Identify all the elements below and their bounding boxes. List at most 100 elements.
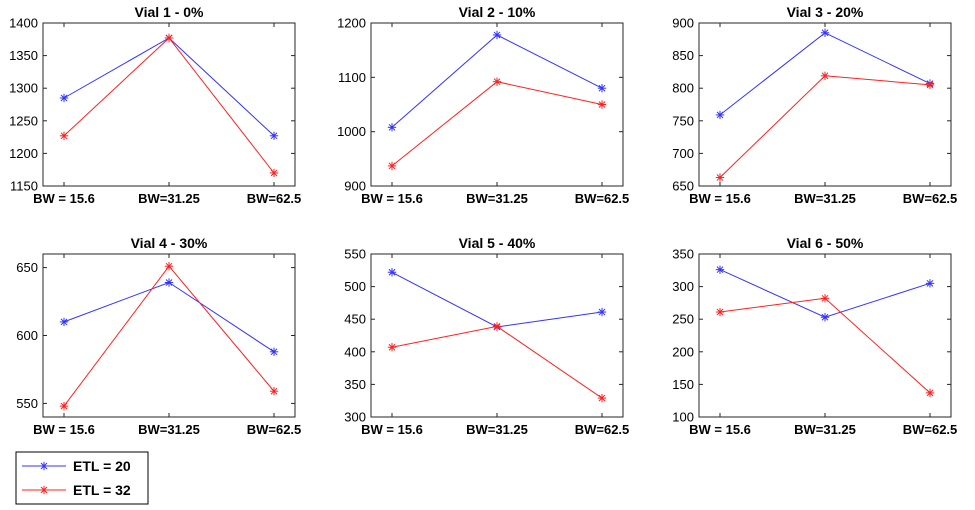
y-tick-label: 500: [344, 279, 366, 294]
x-tick-label: BW = 15.6: [361, 422, 423, 437]
data-point-etl32: [597, 393, 607, 403]
data-point-etl20: [59, 93, 69, 103]
legend-box: [15, 451, 149, 505]
panel-title: Vial 1 - 0%: [134, 4, 204, 20]
panel-title: Vial 6 - 50%: [787, 235, 864, 251]
x-tick-label: BW=31.25: [466, 191, 528, 206]
y-tick-label: 1250: [9, 113, 38, 128]
panel-vial-6: Vial 6 - 50% 100 150 200 250 300 350 BW = 15.6 B…: [672, 235, 957, 437]
y-tick-label: 100: [672, 410, 694, 425]
y-tick-label: 1400: [9, 16, 38, 31]
data-point-etl32: [269, 168, 279, 178]
panel-title: Vial 5 - 40%: [459, 235, 536, 251]
x-tick-label: BW=62.5: [247, 191, 302, 206]
y-tick-label: 200: [672, 344, 694, 359]
y-tick-label: 900: [672, 16, 694, 31]
axes-box: [370, 22, 624, 187]
data-point-etl32: [59, 131, 69, 140]
y-tick-label: 1000: [337, 124, 366, 139]
data-point-etl20: [387, 123, 397, 132]
data-point-etl20: [59, 317, 69, 327]
y-tick-label: 550: [344, 247, 366, 262]
data-point-etl20: [820, 28, 830, 37]
data-point-etl32: [925, 80, 935, 90]
x-tick-label: BW=62.5: [247, 422, 302, 437]
x-tick-label: BW=62.5: [903, 191, 958, 206]
y-tick-label: 1300: [9, 81, 38, 96]
panel-vial-2: Vial 2 - 10% 900 1000 1100 1200 BW = 15.6 BW=3…: [337, 4, 629, 206]
data-point-etl32: [387, 343, 397, 352]
data-point-etl32: [820, 294, 830, 303]
data-point-etl20: [715, 110, 725, 120]
x-tick-label: BW=31.25: [138, 191, 200, 206]
legend-marker-etl20: [39, 461, 49, 471]
x-tick-label: BW = 15.6: [33, 422, 95, 437]
x-tick-label: BW=62.5: [575, 191, 630, 206]
legend-label-etl32: ETL = 32: [73, 482, 131, 498]
y-tick-label: 300: [672, 279, 694, 294]
data-point-etl20: [492, 30, 502, 40]
data-point-etl20: [387, 268, 397, 277]
y-tick-label: 600: [16, 328, 38, 343]
axes-box: [698, 22, 952, 187]
y-tick-label: 1200: [9, 146, 38, 161]
data-point-etl32: [715, 307, 725, 317]
panel-title: Vial 4 - 30%: [131, 235, 208, 251]
y-tick-label: 850: [672, 48, 694, 63]
x-tick-label: BW=31.25: [138, 422, 200, 437]
data-point-etl32: [492, 322, 502, 331]
legend-label-etl20: ETL = 20: [73, 458, 131, 474]
panel-vial-4: Vial 4 - 30% 550 600 650 BW = 15.6 BW=31.25 BW…: [16, 235, 301, 437]
data-point-etl32: [269, 386, 279, 396]
x-tick-label: BW = 15.6: [33, 191, 95, 206]
data-point-etl32: [164, 33, 174, 43]
y-tick-label: 550: [16, 396, 38, 411]
y-tick-label: 800: [672, 81, 694, 96]
data-point-etl20: [269, 131, 279, 140]
data-point-etl20: [597, 307, 607, 317]
legend: ETL = 20 ETL = 32: [15, 451, 149, 505]
data-point-etl32: [715, 173, 725, 182]
y-tick-label: 1200: [337, 16, 366, 31]
data-point-etl20: [925, 279, 935, 288]
x-tick-label: BW = 15.6: [361, 191, 423, 206]
legend-star-etl20: [39, 461, 49, 471]
axes-box: [42, 22, 296, 187]
data-point-etl32: [820, 71, 830, 81]
data-point-etl20: [715, 265, 725, 274]
x-tick-label: BW = 15.6: [689, 191, 751, 206]
y-tick-label: 900: [344, 179, 366, 194]
y-tick-label: 700: [672, 146, 694, 161]
panel-title: Vial 3 - 20%: [787, 4, 864, 20]
panel-vial-3: Vial 3 - 20% 650 700 750 800 850 900 BW = 15.6 B…: [672, 4, 957, 206]
axes-box: [370, 253, 624, 418]
y-tick-label: 400: [344, 344, 366, 359]
y-tick-label: 1100: [338, 70, 366, 85]
x-tick-label: BW = 15.6: [689, 422, 751, 437]
data-point-etl32: [164, 262, 174, 271]
y-tick-label: 350: [672, 247, 694, 262]
panels: Vial 1 - 0% 1150 1200 1250 1300 1350 1400 BW = …: [9, 4, 957, 437]
y-tick-label: 150: [672, 377, 694, 392]
x-tick-label: BW=31.25: [794, 191, 856, 206]
panel-vial-1: Vial 1 - 0% 1150 1200 1250 1300 1350 1400 BW = …: [9, 4, 301, 206]
y-tick-label: 450: [344, 312, 366, 327]
data-point-etl32: [492, 77, 502, 86]
panel-title: Vial 2 - 10%: [459, 4, 536, 20]
x-tick-label: BW=31.25: [794, 422, 856, 437]
data-point-etl20: [164, 278, 174, 287]
y-tick-label: 750: [672, 113, 694, 128]
x-tick-label: BW=62.5: [903, 422, 958, 437]
panel-vial-5: Vial 5 - 40% 300 350 400 450 500 550 BW = 15.6 B…: [344, 235, 629, 437]
y-tick-label: 350: [344, 377, 366, 392]
data-point-etl20: [597, 84, 607, 93]
x-tick-label: BW=62.5: [575, 422, 630, 437]
legend-star-etl32: [39, 485, 49, 495]
data-point-etl32: [387, 161, 397, 171]
data-point-etl32: [597, 100, 607, 109]
y-tick-label: 650: [16, 260, 38, 275]
axes-box: [698, 253, 952, 418]
y-tick-label: 1350: [9, 48, 38, 63]
y-tick-label: 250: [672, 312, 694, 327]
